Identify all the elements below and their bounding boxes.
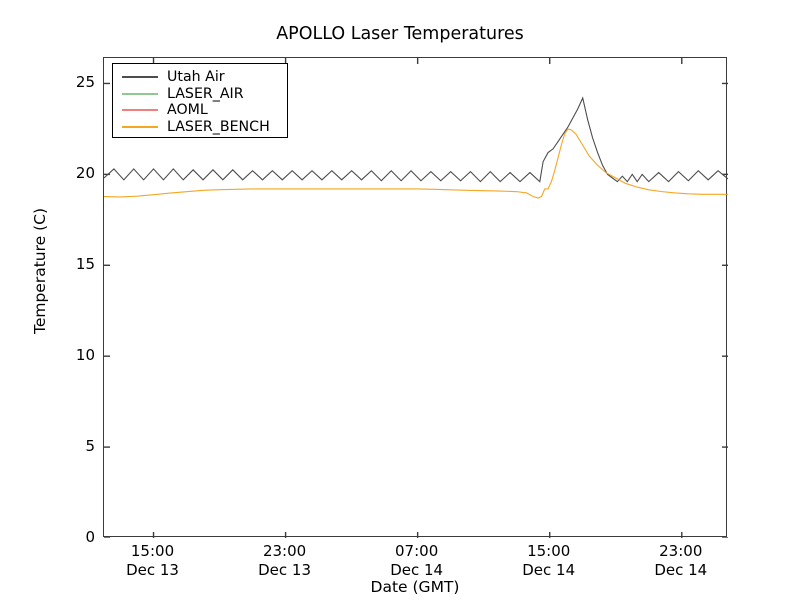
plot-svg bbox=[104, 58, 728, 538]
x-tick-label: 15:00 Dec 14 bbox=[489, 542, 609, 580]
x-tick-date: Dec 13 bbox=[126, 561, 179, 579]
x-tick-date: Dec 14 bbox=[654, 561, 708, 579]
x-tick-date: Dec 14 bbox=[390, 561, 444, 579]
x-tick-time: 07:00 bbox=[395, 542, 439, 560]
x-tick-time: 15:00 bbox=[527, 542, 571, 560]
legend-item[interactable]: AOML bbox=[113, 102, 287, 119]
legend-label: LASER_AIR bbox=[167, 85, 244, 102]
y-tick-label: 20 bbox=[75, 164, 95, 183]
series-line bbox=[104, 96, 728, 183]
x-tick-time: 23:00 bbox=[262, 542, 307, 560]
legend-swatch-laser-bench bbox=[122, 125, 158, 128]
y-tick-label: 15 bbox=[75, 255, 95, 274]
legend-item[interactable]: LASER_BENCH bbox=[113, 119, 287, 136]
x-tick-label: 15:00 Dec 13 bbox=[93, 542, 213, 580]
x-tick-date: Dec 13 bbox=[258, 561, 312, 579]
legend-swatch-utah-air bbox=[122, 76, 158, 79]
series-line bbox=[104, 128, 728, 199]
legend-item[interactable]: Utah Air bbox=[113, 69, 287, 86]
x-tick-label: 07:00 Dec 14 bbox=[357, 542, 477, 580]
y-tick-label: 10 bbox=[75, 346, 95, 365]
y-tick-label: 25 bbox=[75, 73, 95, 92]
legend-swatch-laser-air bbox=[122, 92, 158, 95]
x-axis-label: Date (GMT) bbox=[370, 578, 460, 596]
y-tick-label: 5 bbox=[85, 437, 95, 456]
legend-label: AOML bbox=[167, 102, 208, 119]
x-tick-label: 23:00 Dec 14 bbox=[621, 542, 741, 580]
legend-swatch-aoml bbox=[122, 109, 158, 112]
y-tick-label: 0 bbox=[85, 528, 95, 546]
legend-item[interactable]: LASER_AIR bbox=[113, 86, 287, 103]
x-tick-time: 15:00 bbox=[130, 542, 175, 560]
chart-title: APOLLO Laser Temperatures bbox=[276, 24, 524, 44]
x-tick-time: 23:00 bbox=[659, 542, 703, 560]
x-tick-label: 23:00 Dec 13 bbox=[225, 542, 345, 580]
legend-label: LASER_BENCH bbox=[167, 118, 270, 135]
legend-label: Utah Air bbox=[167, 69, 225, 86]
legend: Utah Air LASER_AIR AOML LASER_BENCH bbox=[112, 63, 288, 138]
x-tick-date: Dec 14 bbox=[522, 561, 576, 579]
